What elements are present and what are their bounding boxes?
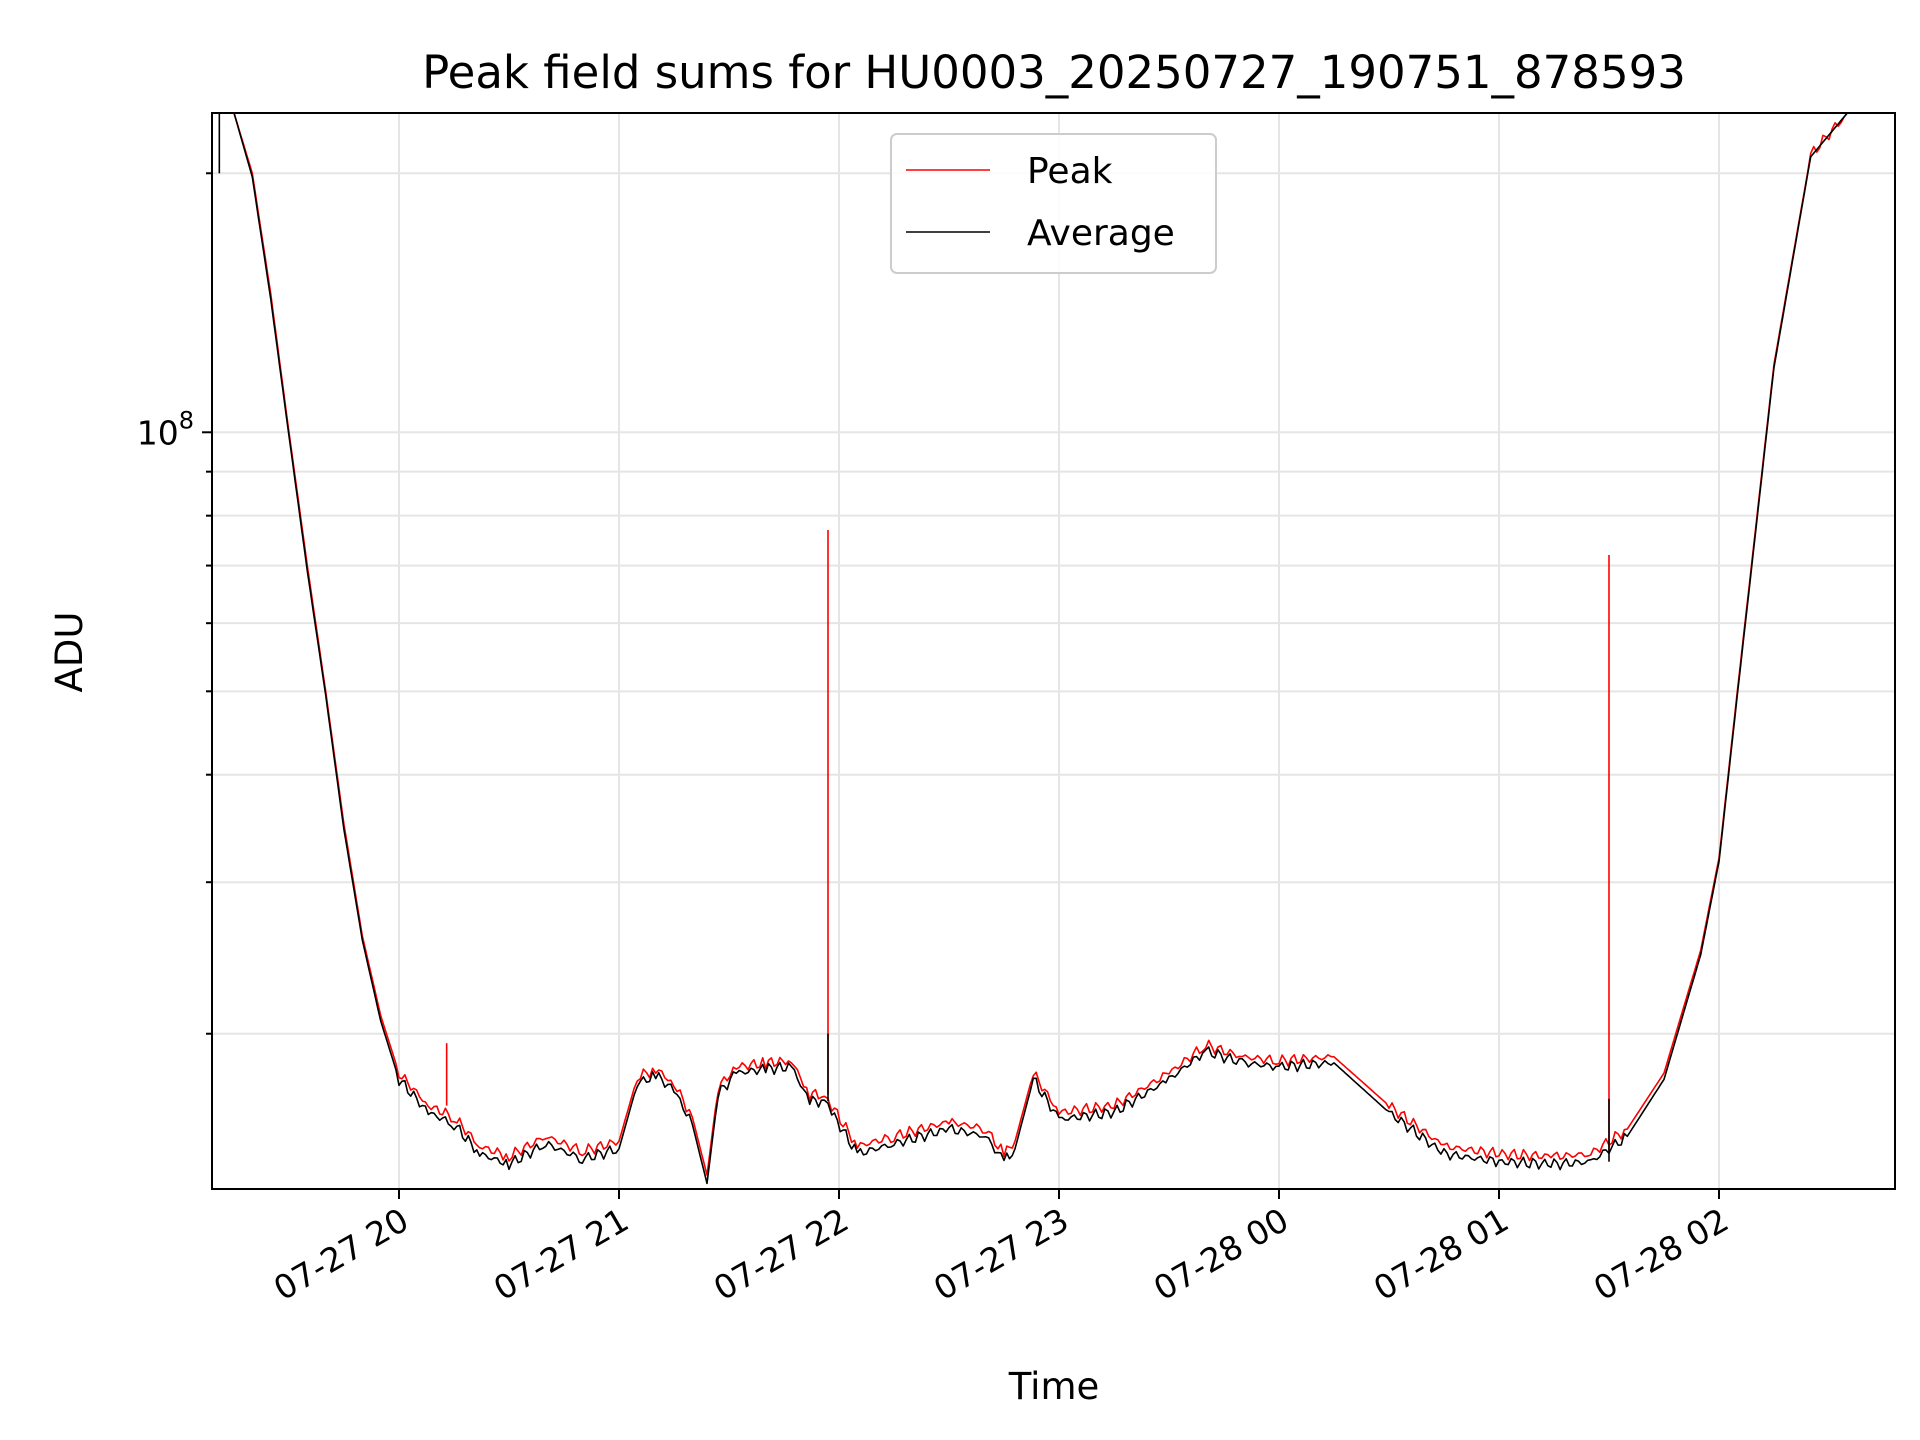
x-axis-label: Time [1008, 1365, 1100, 1408]
series-line-average [219, 112, 1895, 1185]
legend-label-peak: Peak [1027, 151, 1113, 192]
legend-box [890, 133, 1217, 274]
plot-frame [211, 112, 1896, 1190]
chart-title: Peak field sums for HU0003_20250727_1907… [422, 46, 1686, 99]
legend-label-average: Average [1027, 213, 1175, 254]
grid [212, 113, 1895, 1189]
legend: Peak Average [890, 133, 1217, 274]
y-axis-label: ADU [48, 612, 91, 693]
series-layer [218, 112, 1895, 1185]
series-line-peak [219, 112, 1895, 1176]
